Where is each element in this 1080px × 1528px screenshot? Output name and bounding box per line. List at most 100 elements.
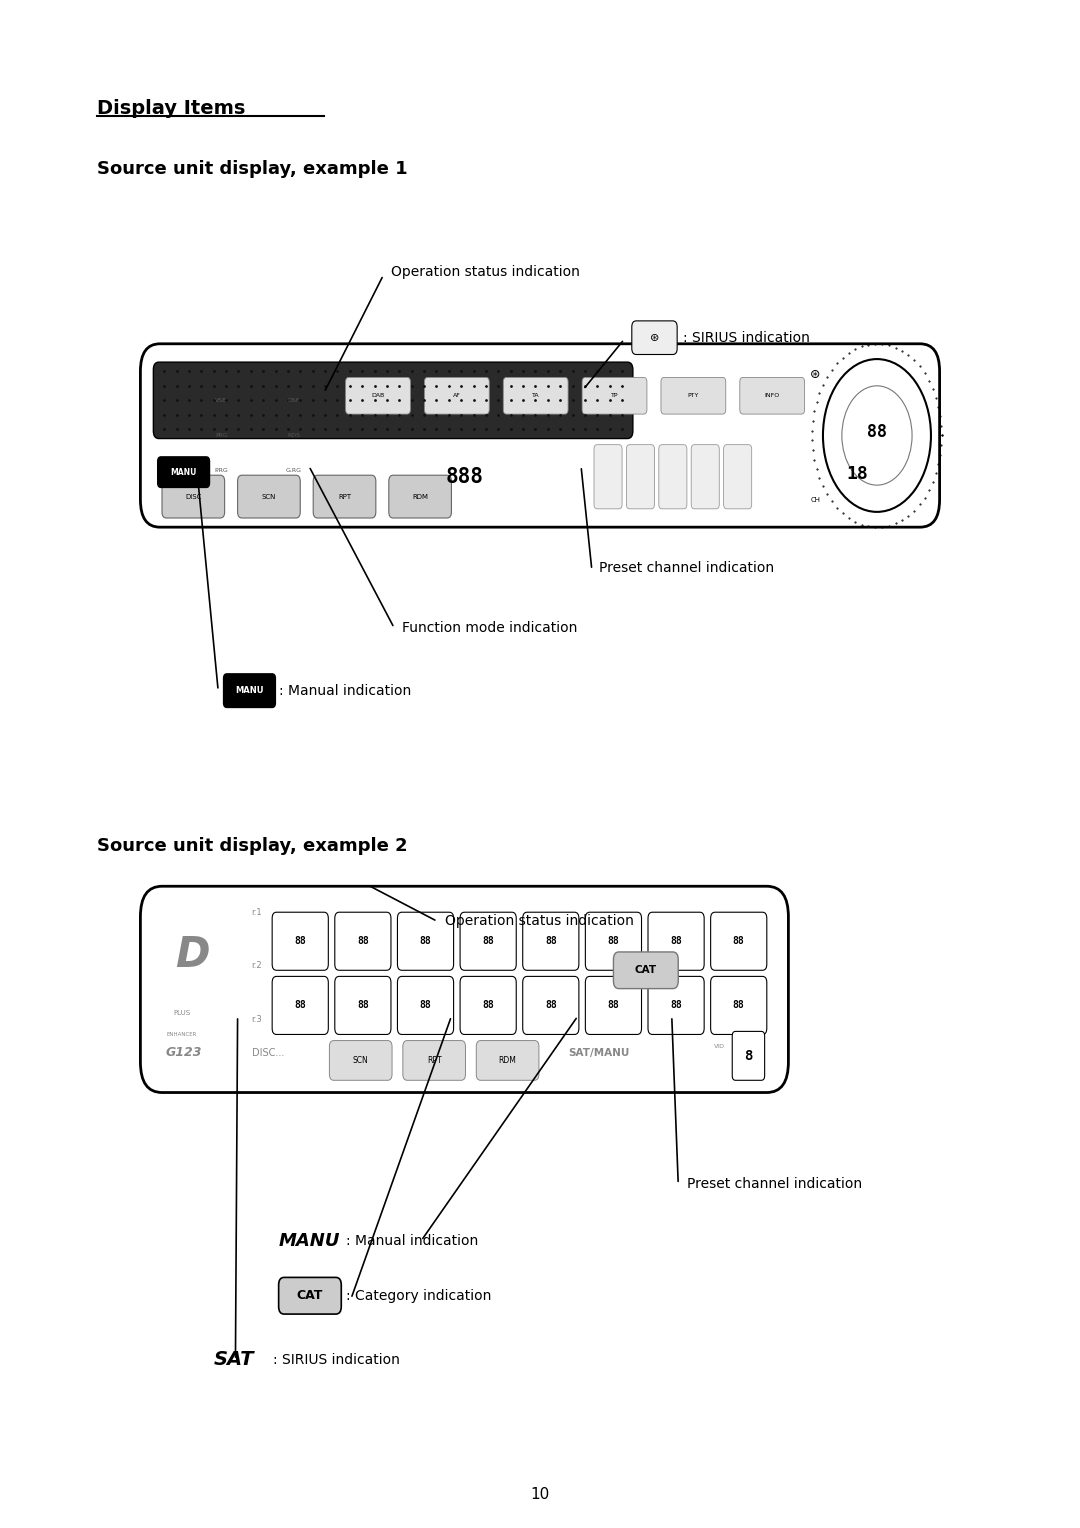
FancyBboxPatch shape <box>661 377 726 414</box>
FancyBboxPatch shape <box>279 1277 341 1314</box>
FancyBboxPatch shape <box>224 674 275 707</box>
FancyBboxPatch shape <box>740 377 805 414</box>
Text: ⊛: ⊛ <box>810 368 821 380</box>
Text: Operation status indication: Operation status indication <box>445 914 634 929</box>
Text: SCN: SCN <box>261 494 276 500</box>
FancyBboxPatch shape <box>162 475 225 518</box>
Text: DAB: DAB <box>372 393 384 399</box>
Text: 88: 88 <box>295 937 306 946</box>
FancyBboxPatch shape <box>389 475 451 518</box>
FancyBboxPatch shape <box>329 1041 392 1080</box>
Text: CAT: CAT <box>297 1290 323 1302</box>
Text: 88: 88 <box>867 423 887 442</box>
Text: Operation status indication: Operation status indication <box>391 264 580 280</box>
Text: SCN: SCN <box>353 1056 368 1065</box>
FancyBboxPatch shape <box>613 952 678 989</box>
Text: 88: 88 <box>545 937 556 946</box>
FancyBboxPatch shape <box>158 457 210 487</box>
Text: RDS: RDS <box>287 432 300 439</box>
Text: DISC...: DISC... <box>252 1048 284 1057</box>
Text: VID: VID <box>714 1044 725 1050</box>
Text: RPT: RPT <box>427 1056 442 1065</box>
Text: DSF: DSF <box>287 397 300 403</box>
Text: 88: 88 <box>608 1001 619 1010</box>
FancyBboxPatch shape <box>140 886 788 1093</box>
FancyBboxPatch shape <box>476 1041 539 1080</box>
Text: PLUS: PLUS <box>173 1010 190 1016</box>
Text: CH: CH <box>810 497 821 503</box>
Text: : Manual indication: : Manual indication <box>346 1233 477 1248</box>
Text: MANU: MANU <box>171 468 197 477</box>
FancyBboxPatch shape <box>523 976 579 1034</box>
FancyBboxPatch shape <box>632 321 677 354</box>
Text: 88: 88 <box>357 1001 368 1010</box>
FancyBboxPatch shape <box>626 445 654 509</box>
Text: : Category indication: : Category indication <box>346 1288 491 1303</box>
Text: : SIRIUS indication: : SIRIUS indication <box>273 1352 400 1368</box>
FancyBboxPatch shape <box>724 445 752 509</box>
Text: 88: 88 <box>420 1001 431 1010</box>
Text: RDM: RDM <box>499 1056 516 1065</box>
FancyBboxPatch shape <box>582 377 647 414</box>
FancyBboxPatch shape <box>335 976 391 1034</box>
Text: VSE: VSE <box>215 397 228 403</box>
Text: Display Items: Display Items <box>97 99 245 118</box>
FancyBboxPatch shape <box>648 976 704 1034</box>
FancyBboxPatch shape <box>711 976 767 1034</box>
Text: RDM: RDM <box>413 494 428 500</box>
Text: 88: 88 <box>483 1001 494 1010</box>
Text: MANU: MANU <box>279 1232 340 1250</box>
FancyBboxPatch shape <box>403 1041 465 1080</box>
Text: INFO: INFO <box>765 393 780 399</box>
Text: ⊛: ⊛ <box>650 333 659 342</box>
FancyBboxPatch shape <box>711 912 767 970</box>
Text: 10: 10 <box>530 1487 550 1502</box>
Text: 88: 88 <box>483 937 494 946</box>
Text: 88: 88 <box>733 937 744 946</box>
Text: ENHANCER: ENHANCER <box>166 1031 197 1038</box>
Text: CAT: CAT <box>635 966 657 975</box>
Text: r.3: r.3 <box>252 1015 262 1024</box>
Text: RPT: RPT <box>338 494 351 500</box>
FancyBboxPatch shape <box>585 976 642 1034</box>
Text: Preset channel indication: Preset channel indication <box>599 561 774 576</box>
FancyBboxPatch shape <box>397 976 454 1034</box>
Text: 18: 18 <box>847 465 868 483</box>
Text: TA: TA <box>531 393 540 399</box>
Text: 88: 88 <box>671 937 681 946</box>
Text: Preset channel indication: Preset channel indication <box>687 1177 862 1192</box>
FancyBboxPatch shape <box>140 344 940 527</box>
Text: r.1: r.1 <box>252 908 262 917</box>
Text: G123: G123 <box>165 1047 202 1059</box>
Text: 8: 8 <box>744 1048 753 1063</box>
Text: 88: 88 <box>295 1001 306 1010</box>
FancyBboxPatch shape <box>397 912 454 970</box>
Text: G.RG: G.RG <box>286 468 301 474</box>
Text: 88: 88 <box>608 937 619 946</box>
FancyBboxPatch shape <box>346 377 410 414</box>
Text: PTY: PTY <box>688 393 699 399</box>
FancyBboxPatch shape <box>659 445 687 509</box>
FancyBboxPatch shape <box>503 377 568 414</box>
Text: Function mode indication: Function mode indication <box>402 620 577 636</box>
FancyBboxPatch shape <box>732 1031 765 1080</box>
Text: Source unit display, example 1: Source unit display, example 1 <box>97 160 408 179</box>
FancyBboxPatch shape <box>691 445 719 509</box>
Text: 888: 888 <box>445 466 484 487</box>
Text: 88: 88 <box>545 1001 556 1010</box>
Text: SAT/MANU: SAT/MANU <box>569 1048 630 1057</box>
FancyBboxPatch shape <box>272 912 328 970</box>
Text: : Manual indication: : Manual indication <box>279 683 410 698</box>
Text: r.2: r.2 <box>252 961 262 970</box>
Text: 88: 88 <box>357 937 368 946</box>
FancyBboxPatch shape <box>238 475 300 518</box>
Text: DISC: DISC <box>185 494 202 500</box>
Text: 88: 88 <box>420 937 431 946</box>
Text: P.RG: P.RG <box>215 468 228 474</box>
FancyBboxPatch shape <box>648 912 704 970</box>
Text: : SIRIUS indication: : SIRIUS indication <box>683 330 809 345</box>
FancyBboxPatch shape <box>335 912 391 970</box>
FancyBboxPatch shape <box>153 362 633 439</box>
FancyBboxPatch shape <box>460 912 516 970</box>
Text: 88: 88 <box>671 1001 681 1010</box>
